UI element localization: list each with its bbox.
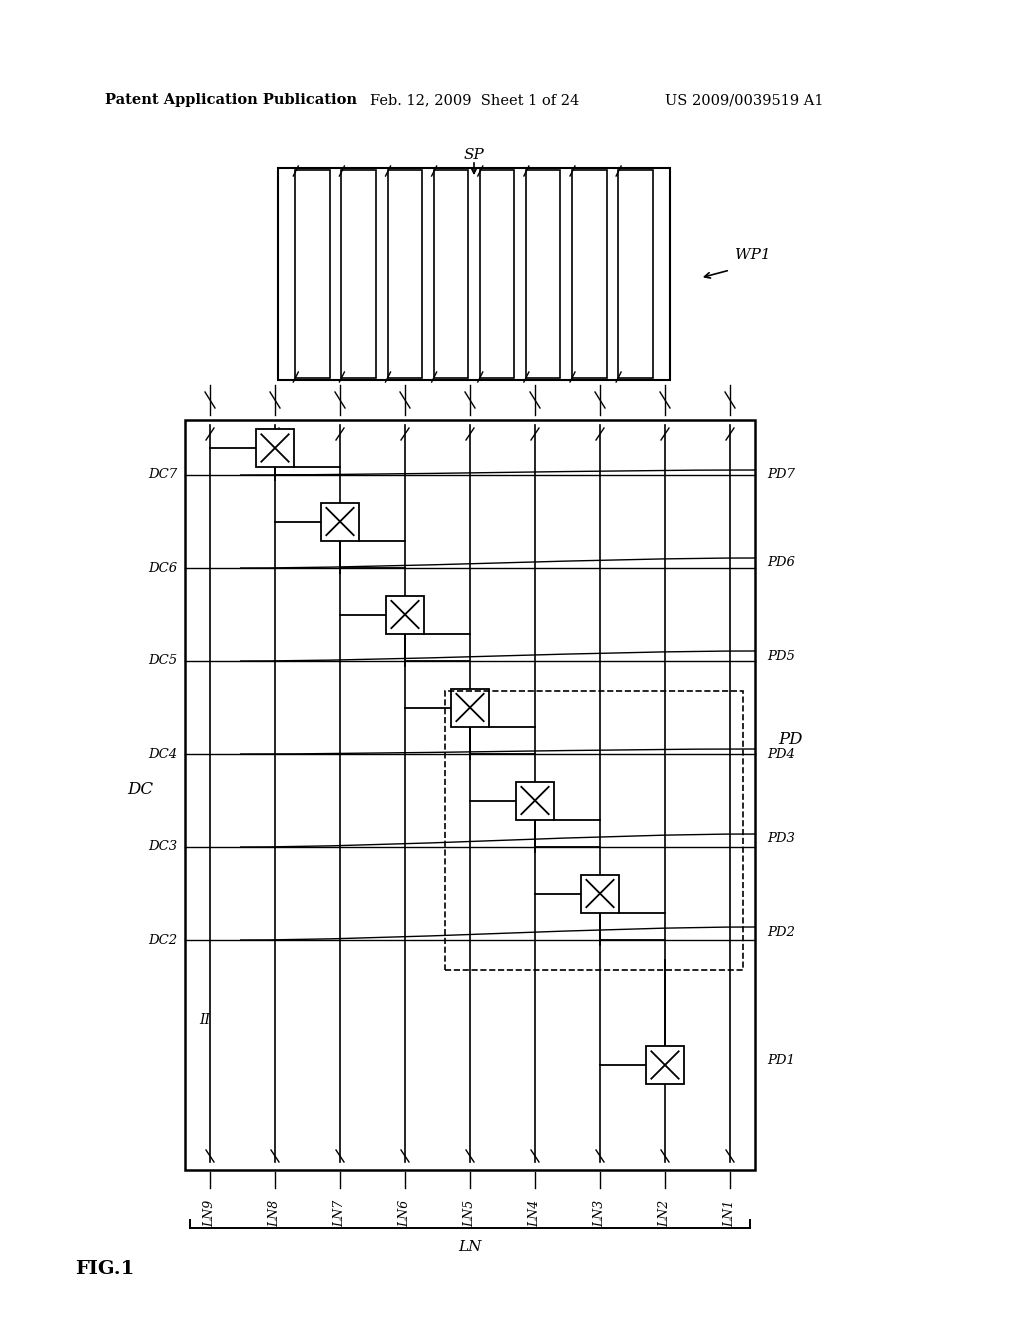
Bar bbox=[386, 595, 424, 634]
Bar bbox=[445, 690, 743, 970]
Text: SP5: SP5 bbox=[444, 170, 458, 195]
Text: LN3: LN3 bbox=[594, 1200, 606, 1228]
Text: PD1: PD1 bbox=[767, 1053, 795, 1067]
Bar bbox=[480, 170, 514, 378]
Text: PD6: PD6 bbox=[767, 557, 795, 569]
Text: DC4: DC4 bbox=[147, 747, 177, 760]
Text: SP7: SP7 bbox=[352, 170, 366, 195]
Bar bbox=[321, 503, 359, 540]
Text: PD3: PD3 bbox=[767, 833, 795, 846]
Text: SP2: SP2 bbox=[583, 170, 596, 195]
Text: PD4: PD4 bbox=[767, 747, 795, 760]
Text: US 2009/0039519 A1: US 2009/0039519 A1 bbox=[665, 92, 823, 107]
Text: PD5: PD5 bbox=[767, 649, 795, 663]
Text: DC6: DC6 bbox=[147, 561, 177, 574]
Text: LN8: LN8 bbox=[268, 1200, 282, 1228]
Text: SP1: SP1 bbox=[629, 170, 642, 195]
Text: DC: DC bbox=[127, 781, 153, 799]
Bar bbox=[526, 170, 560, 378]
Text: II: II bbox=[200, 1012, 211, 1027]
Text: LN4: LN4 bbox=[528, 1200, 542, 1228]
Text: DC7: DC7 bbox=[147, 469, 177, 482]
Bar bbox=[572, 170, 606, 378]
Bar bbox=[646, 1045, 684, 1084]
Text: SP6: SP6 bbox=[398, 170, 412, 195]
Bar bbox=[341, 170, 376, 378]
Text: LN6: LN6 bbox=[398, 1200, 412, 1228]
Text: SP: SP bbox=[464, 148, 484, 162]
Text: SP4: SP4 bbox=[490, 170, 504, 195]
Text: WP1: WP1 bbox=[735, 248, 771, 261]
Text: PD2: PD2 bbox=[767, 925, 795, 939]
Text: LN5: LN5 bbox=[464, 1200, 476, 1228]
Text: DC5: DC5 bbox=[147, 655, 177, 668]
Text: SP3: SP3 bbox=[537, 170, 550, 195]
Bar bbox=[516, 781, 554, 820]
Bar bbox=[278, 168, 670, 380]
Bar bbox=[451, 689, 489, 726]
Bar bbox=[581, 874, 618, 912]
Text: FIG.1: FIG.1 bbox=[75, 1261, 134, 1278]
Text: Feb. 12, 2009  Sheet 1 of 24: Feb. 12, 2009 Sheet 1 of 24 bbox=[370, 92, 580, 107]
Text: LN2: LN2 bbox=[658, 1200, 672, 1228]
Text: LN7: LN7 bbox=[334, 1200, 346, 1228]
Text: DC2: DC2 bbox=[147, 933, 177, 946]
Bar bbox=[618, 170, 652, 378]
Text: PD7: PD7 bbox=[767, 469, 795, 482]
Text: SP8: SP8 bbox=[306, 170, 319, 195]
Bar bbox=[256, 429, 294, 467]
Text: LN: LN bbox=[459, 1239, 481, 1254]
Text: LN9: LN9 bbox=[204, 1200, 216, 1228]
Bar bbox=[387, 170, 422, 378]
Text: DC3: DC3 bbox=[147, 841, 177, 854]
Text: LN1: LN1 bbox=[724, 1200, 736, 1228]
Text: Patent Application Publication: Patent Application Publication bbox=[105, 92, 357, 107]
Text: PD: PD bbox=[778, 731, 802, 748]
Bar bbox=[185, 420, 755, 1170]
Bar bbox=[295, 170, 330, 378]
Bar bbox=[433, 170, 468, 378]
